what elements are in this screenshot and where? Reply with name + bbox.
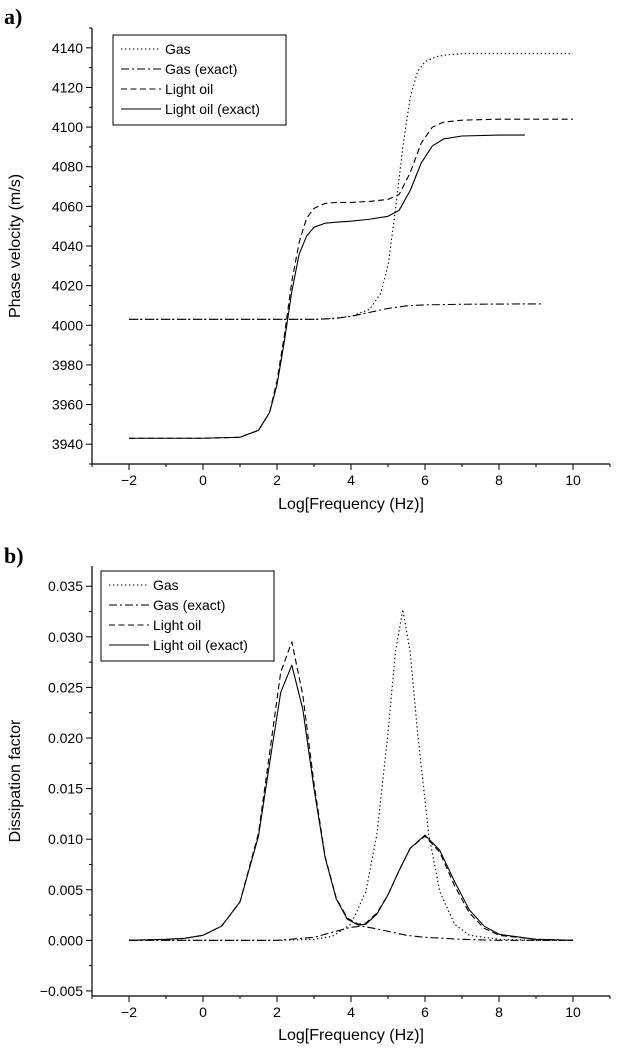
- legend-box: [112, 34, 287, 126]
- y-tick-label: 4080: [52, 159, 83, 175]
- series-line-gas-exact: [129, 303, 544, 320]
- x-axis-title: Log[Frequency (Hz)]: [278, 496, 424, 513]
- y-tick-label: 0.015: [48, 781, 83, 797]
- x-tick-label: 4: [347, 472, 355, 488]
- y-axis-title: Dissipation factor: [7, 719, 24, 842]
- x-tick-label: −2: [121, 1004, 137, 1020]
- x-tick-label: 8: [495, 472, 503, 488]
- legend-label: Gas (exact): [153, 597, 225, 613]
- x-tick-label: 10: [565, 472, 581, 488]
- legend-box: [100, 570, 275, 662]
- legend-label: Light oil: [153, 617, 201, 633]
- panel-label: a): [4, 4, 22, 29]
- series-line-light-oil-exact: [129, 134, 525, 439]
- y-tick-label: 0.025: [48, 679, 83, 695]
- legend-label: Light oil (exact): [165, 101, 260, 117]
- x-axis-title: Log[Frequency (Hz)]: [278, 1027, 424, 1044]
- legend-label: Light oil: [165, 81, 213, 97]
- legend-label: Light oil (exact): [153, 637, 248, 653]
- x-tick-label: 6: [421, 1004, 429, 1020]
- x-tick-label: 6: [421, 472, 429, 488]
- y-tick-label: 4140: [52, 40, 83, 56]
- y-tick-label: 0.000: [48, 932, 83, 948]
- legend-label: Gas (exact): [165, 61, 237, 77]
- y-tick-label: 4120: [52, 79, 83, 95]
- y-tick-label: 4060: [52, 198, 83, 214]
- y-tick-label: 0.035: [48, 578, 83, 594]
- y-tick-label: 3980: [52, 357, 83, 373]
- y-tick-label: 0.010: [48, 831, 83, 847]
- y-tick-label: 3940: [52, 436, 83, 452]
- x-tick-label: −2: [121, 472, 137, 488]
- panel-label: b): [4, 543, 24, 568]
- series-line-light-oil: [128, 641, 574, 941]
- chart-panel-a: a) −2 0 2 4 6 8 10 3940 3960 3980 4000 4020 4040 4060 4…: [4, 4, 611, 513]
- x-tick-label: 0: [199, 1004, 207, 1020]
- y-tick-label: 0.020: [48, 730, 83, 746]
- legend-label: Gas: [165, 41, 191, 57]
- x-tick-label: 8: [495, 1004, 503, 1020]
- y-tick-label: 4000: [52, 317, 83, 333]
- x-tick-label: 0: [199, 472, 207, 488]
- y-tick-label: 0.005: [48, 882, 83, 898]
- series-line-light-oil-exact: [128, 664, 574, 941]
- x-tick-label: 2: [273, 472, 281, 488]
- y-tick-label: 4040: [52, 238, 83, 254]
- y-tick-label: 4020: [52, 278, 83, 294]
- legend-label: Gas: [153, 577, 179, 593]
- x-tick-label: 10: [565, 1004, 581, 1020]
- x-tick-label: 4: [347, 1004, 355, 1020]
- y-tick-label: −0.005: [40, 983, 83, 999]
- x-tick-label: 2: [273, 1004, 281, 1020]
- chart-panel-b: b) −2 0 2 4 6 8 10 −0.005 0.000 0.005 0.010 0.015 0.0…: [4, 543, 611, 1044]
- y-tick-label: 4100: [52, 119, 83, 135]
- y-tick-label: 0.030: [48, 629, 83, 645]
- series-line-gas: [129, 53, 573, 320]
- series-line-light-oil: [129, 118, 573, 439]
- y-axis-title: Phase velocity (m/s): [7, 174, 24, 318]
- y-tick-label: 3960: [52, 397, 83, 413]
- series-line-gas-exact: [129, 925, 573, 941]
